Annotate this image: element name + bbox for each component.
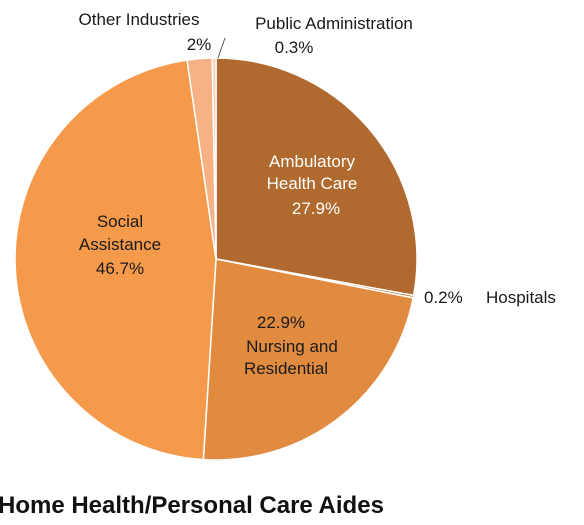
slice-label-nursing-line2: Residential	[244, 359, 328, 378]
pie-slices	[14, 57, 418, 461]
pie-slice-ambulatory-health-care	[215, 57, 418, 297]
slice-label-hospitals: Hospitals	[486, 288, 556, 307]
slice-label-social-line2: Assistance	[79, 235, 161, 254]
chart-title: Home Health/Personal Care Aides	[0, 492, 384, 519]
slice-label-ambulatory-line2: Health Care	[267, 174, 358, 193]
slice-value-nursing: 22.9%	[257, 313, 305, 332]
pie-slice-social-assistance	[14, 59, 217, 461]
slice-value-hospitals: 0.2%	[424, 288, 463, 307]
slice-label-other: Other Industries	[79, 10, 200, 29]
slice-value-other: 2%	[187, 35, 212, 54]
pie-slice-nursing-and-residential	[202, 258, 415, 461]
slice-value-ambulatory: 27.9%	[292, 199, 340, 218]
slice-value-social: 46.7%	[96, 259, 144, 278]
slice-label-nursing-line1: Nursing and	[246, 337, 338, 356]
slice-label-public-admin: Public Administration	[255, 14, 413, 33]
slice-label-ambulatory-line1: Ambulatory	[269, 152, 355, 171]
slice-label-social-line1: Social	[97, 212, 143, 231]
pie-slice-public-administration	[211, 57, 217, 260]
slice-value-public-admin: 0.3%	[275, 38, 314, 57]
public-administration-leader-line	[217, 37, 226, 59]
